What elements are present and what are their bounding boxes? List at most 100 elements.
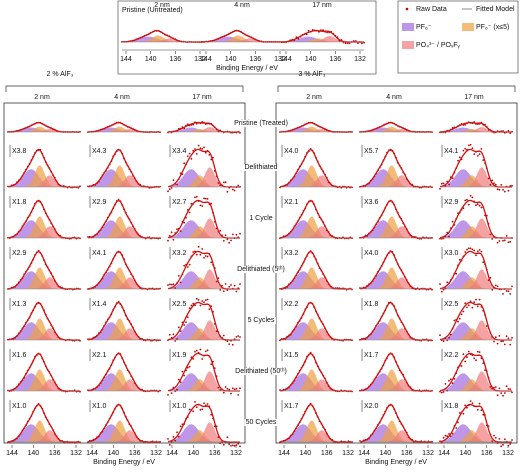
raw-point — [179, 230, 182, 233]
column-header: 4 nm — [386, 94, 402, 101]
raw-point — [219, 229, 222, 232]
raw-point — [449, 333, 452, 336]
component — [88, 430, 160, 442]
x-tick-label: 136 — [401, 450, 413, 457]
raw-point — [451, 220, 454, 223]
raw-point — [195, 195, 198, 198]
raw-point — [496, 285, 499, 288]
x-tick-label: 140 — [27, 450, 39, 457]
component — [8, 169, 80, 187]
raw-point — [507, 337, 510, 340]
row-label-bg — [236, 266, 286, 274]
component — [280, 226, 352, 238]
column-header: 4 nm — [114, 94, 130, 101]
raw-point — [183, 162, 186, 165]
raw-point — [498, 438, 501, 440]
raw-point — [455, 272, 458, 275]
component — [8, 420, 80, 442]
legend-label: Fitted Model — [476, 6, 515, 13]
raw-point — [197, 144, 200, 147]
raw-point — [493, 182, 495, 185]
raw-point — [222, 391, 225, 394]
x-tick-label: 132 — [274, 56, 286, 63]
raw-point — [449, 435, 452, 437]
x-tick-label: 136 — [169, 56, 181, 63]
raw-point — [174, 287, 177, 289]
x-tick-label: 132 — [70, 450, 82, 457]
column-header: 2 nm — [34, 94, 50, 101]
raw-point — [473, 249, 476, 252]
raw-point — [231, 343, 234, 346]
raw-point — [346, 42, 349, 45]
component — [168, 127, 240, 132]
component — [440, 320, 512, 340]
raw-point — [467, 304, 470, 307]
inset-label: Pristine (Untreated) — [122, 7, 183, 14]
raw-point — [469, 300, 472, 303]
raw-point — [464, 123, 467, 126]
component — [168, 371, 240, 391]
component — [360, 424, 432, 442]
raw-point — [239, 445, 241, 448]
raw-point — [215, 280, 218, 283]
raw-point — [489, 385, 492, 388]
scale-label: X3.6 — [364, 199, 379, 206]
raw-point — [179, 425, 182, 428]
component — [8, 129, 80, 132]
legend-marker — [462, 23, 474, 31]
scale-label: X1.3 — [12, 301, 27, 308]
raw-point — [197, 245, 200, 248]
raw-point — [464, 251, 467, 253]
raw-point — [204, 197, 207, 200]
raw-point — [210, 261, 213, 264]
component — [440, 218, 512, 238]
component — [282, 36, 364, 42]
raw-point — [222, 181, 225, 184]
raw-point — [239, 387, 241, 390]
raw-point — [233, 284, 236, 287]
scale-label: X1.0 — [172, 403, 187, 410]
scale-label: X4.3 — [92, 148, 107, 155]
raw-point — [219, 442, 222, 445]
row-label-bg — [243, 164, 279, 172]
component — [168, 269, 240, 289]
raw-point — [476, 408, 479, 411]
legend-marker — [402, 23, 414, 31]
component — [360, 420, 432, 442]
row-label: Delithiated (5ᵗʰ) — [237, 266, 285, 273]
component — [280, 322, 352, 340]
row-label: 50 Cycles — [246, 419, 277, 426]
raw-point — [480, 148, 483, 150]
raw-point — [190, 157, 193, 160]
raw-point — [195, 406, 198, 409]
raw-point — [509, 240, 512, 243]
raw-point — [503, 343, 506, 346]
row-label: 1 Cycle — [249, 215, 272, 222]
raw-point — [226, 289, 229, 292]
raw-point — [491, 179, 494, 182]
raw-point — [480, 409, 483, 412]
raw-point — [466, 356, 468, 359]
raw-point — [457, 421, 459, 424]
raw-point — [199, 304, 202, 307]
legend-label: Raw Data — [416, 6, 447, 13]
raw-point — [177, 326, 180, 329]
x-tick-label: 132 — [150, 450, 162, 457]
raw-point — [505, 235, 508, 237]
raw-point — [204, 255, 207, 257]
row-label: Delithiated (50ᵗʰ) — [235, 368, 287, 375]
row-label-bg — [234, 368, 288, 376]
raw-point — [226, 190, 229, 193]
raw-point — [194, 350, 196, 353]
raw-point — [498, 240, 501, 242]
raw-point — [237, 394, 240, 396]
raw-point — [210, 363, 213, 366]
x-tick-label: 132 — [354, 56, 366, 63]
raw-point — [219, 389, 222, 391]
raw-point — [471, 196, 474, 199]
raw-point — [172, 333, 175, 336]
raw-point — [186, 316, 189, 318]
raw-point — [496, 342, 499, 345]
raw-point — [458, 317, 461, 320]
raw-point — [449, 378, 452, 381]
